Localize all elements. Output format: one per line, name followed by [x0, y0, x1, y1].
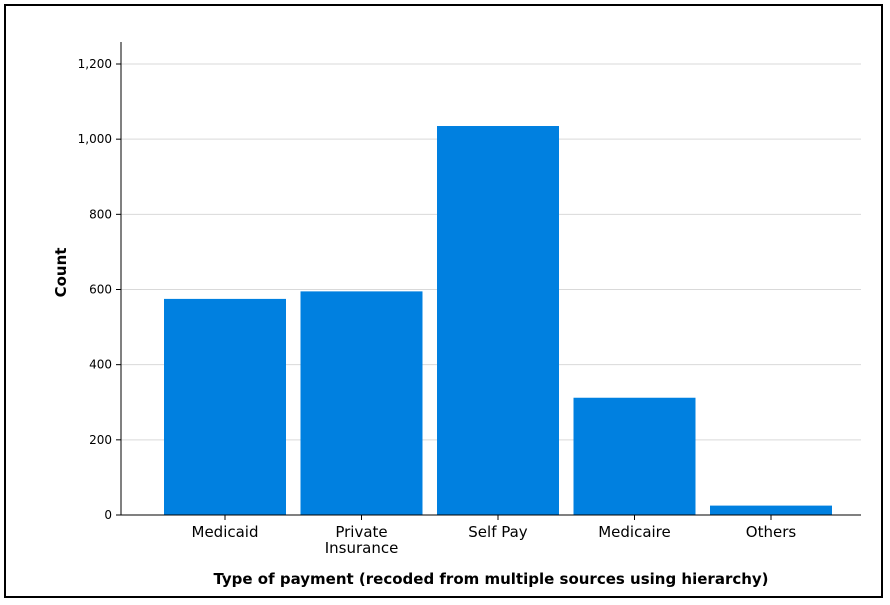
chart-frame: 0 200 400 600 800 1,000 1,200 Medicaid Private I… [4, 4, 883, 598]
bar-chart: 0 200 400 600 800 1,000 1,200 Medicaid Private I… [52, 42, 861, 588]
bar [300, 291, 423, 515]
bar [573, 397, 696, 515]
y-tick-label: 0 [104, 508, 112, 522]
bars [164, 126, 832, 515]
x-axis-category-labels: Medicaid Private Insurance Self Pay Medicair… [192, 515, 797, 557]
bar [710, 505, 832, 515]
x-category-label: Private Insurance [325, 523, 399, 557]
x-category-label: Self Pay [468, 523, 528, 541]
x-category-label: Medicaid [192, 523, 259, 541]
x-axis-title: Type of payment (recoded from multiple s… [213, 570, 768, 588]
bar [164, 298, 286, 515]
y-tick-label: 1,200 [78, 57, 112, 71]
y-tick-label: 200 [89, 433, 112, 447]
y-tick-label: 800 [89, 207, 112, 221]
y-tick-label: 400 [89, 358, 112, 372]
y-axis-ticks: 0 200 400 600 800 1,000 1,200 [78, 57, 121, 522]
y-tick-label: 600 [89, 283, 112, 297]
x-category-label: Others [746, 523, 797, 541]
y-tick-label: 1,000 [78, 132, 112, 146]
bar [437, 126, 559, 515]
x-category-label: Medicaire [598, 523, 671, 541]
y-axis-title: Count [52, 248, 70, 298]
